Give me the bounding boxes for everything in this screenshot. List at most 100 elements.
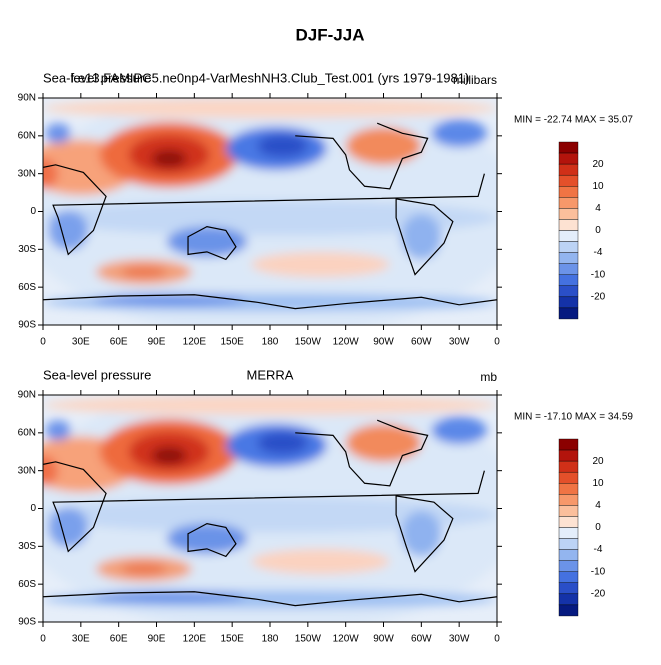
- lat-tick-label: 30S: [18, 244, 36, 255]
- lon-tick-label: 120E: [183, 634, 207, 645]
- coastline: [187, 226, 237, 261]
- colorbar-label: 20: [592, 456, 604, 467]
- lon-tick-label: 30W: [449, 634, 470, 645]
- lon-tick-label: 150W: [295, 337, 322, 348]
- field-blob: [43, 497, 497, 533]
- colorbar-box: [558, 593, 579, 606]
- lon-tick-label: 90E: [148, 634, 166, 645]
- lon-tick-label: 60W: [411, 634, 432, 645]
- lon-tick-label: 30W: [449, 337, 470, 348]
- field-blob: [166, 226, 248, 257]
- field-blob: [121, 562, 167, 576]
- colorbar-label: 20: [592, 159, 604, 170]
- field-blob: [401, 214, 442, 260]
- field-blob: [151, 446, 187, 465]
- coastline: [43, 164, 485, 256]
- lon-tick-label: 120W: [333, 337, 360, 348]
- field-blob: [43, 200, 497, 236]
- coastline: [295, 419, 429, 487]
- field-blob: [345, 127, 422, 165]
- field-blob: [151, 149, 187, 168]
- colorbar-box: [558, 483, 579, 495]
- left-label: Sea-level pressure: [43, 70, 151, 85]
- colorbar-label: 10: [592, 478, 604, 489]
- colorbar-label: 0: [595, 522, 601, 533]
- colorbar-box: [558, 449, 579, 462]
- field-blob: [45, 420, 71, 441]
- lon-tick-label: 90W: [373, 337, 394, 348]
- center-label: MERRA: [247, 367, 294, 382]
- lon-tick-label: 150E: [220, 634, 244, 645]
- figure-title: DJF-JJA: [296, 25, 365, 44]
- lon-tick-label: 0: [40, 337, 46, 348]
- colorbar-box: [558, 307, 579, 320]
- lat-tick-label: 90S: [18, 617, 36, 628]
- colorbar-box: [558, 141, 579, 154]
- field-blob: [48, 507, 89, 548]
- lon-tick-label: 150W: [295, 634, 322, 645]
- coastline: [395, 495, 454, 573]
- colorbar-label: -20: [591, 291, 606, 302]
- map-panel: Sea-level pressuref.e13.FAMIPC5.ne0np4-V…: [18, 70, 634, 347]
- lon-tick-label: 120W: [333, 634, 360, 645]
- lat-tick-label: 0: [30, 503, 36, 514]
- colorbar-box: [558, 241, 579, 253]
- map-panel: Sea-level pressure MERRA mb 90N 60N 30N 0 30S 60…: [18, 367, 634, 644]
- field-blob: [43, 395, 497, 416]
- lat-tick-label: 90N: [18, 390, 36, 401]
- colorbar-box: [558, 527, 579, 539]
- colorbar-box: [558, 219, 579, 231]
- lon-tick-label: 0: [494, 634, 500, 645]
- lat-tick-label: 30N: [18, 168, 36, 179]
- colorbar-box: [558, 582, 579, 595]
- coastline: [295, 122, 429, 190]
- lon-tick-label: 180: [262, 634, 279, 645]
- field-blobs: [43, 395, 497, 622]
- lat-tick-label: 0: [30, 206, 36, 217]
- colorbar-box: [558, 538, 579, 550]
- lon-tick-label: 60E: [110, 337, 128, 348]
- field-blob: [251, 251, 390, 278]
- right-label: mb: [480, 370, 497, 384]
- field-blob: [431, 416, 487, 445]
- colorbar-label: -4: [594, 544, 603, 555]
- colorbar-box: [558, 186, 579, 198]
- colorbar-box: [558, 296, 579, 309]
- colorbar-box: [558, 471, 579, 484]
- lat-tick-label: 90S: [18, 320, 36, 331]
- field-blob: [121, 265, 167, 279]
- colorbar-box: [558, 571, 579, 583]
- field-blob: [48, 210, 89, 251]
- colorbar-box: [558, 494, 579, 506]
- colorbar-box: [558, 263, 579, 275]
- lat-tick-label: 60S: [18, 282, 36, 293]
- colorbar-label: 10: [592, 181, 604, 192]
- colorbar-box: [558, 560, 579, 572]
- lon-tick-label: 0: [494, 337, 500, 348]
- min-max: MIN = -17.10 MAX = 34.59: [514, 412, 633, 423]
- field-blob: [43, 98, 497, 119]
- lon-tick-label: 90W: [373, 634, 394, 645]
- colorbar-box: [558, 252, 579, 264]
- min-max: MIN = -22.74 MAX = 35.07: [514, 115, 633, 126]
- lon-tick-label: 120E: [183, 337, 207, 348]
- lat-tick-label: 60S: [18, 579, 36, 590]
- lon-tick-label: 60E: [110, 634, 128, 645]
- field-blob: [45, 123, 71, 144]
- field-blob: [166, 523, 248, 554]
- colorbar-box: [558, 274, 579, 286]
- colorbar-label: -20: [591, 588, 606, 599]
- lat-tick-label: 60N: [18, 130, 36, 141]
- lon-tick-label: 0: [40, 634, 46, 645]
- coastline: [43, 461, 485, 553]
- field-blobs: [43, 98, 497, 325]
- field-blob: [401, 511, 442, 557]
- lat-tick-label: 30S: [18, 541, 36, 552]
- pressure-field: [43, 98, 497, 325]
- coastline: [187, 523, 237, 558]
- colorbar-box: [558, 285, 579, 298]
- colorbar-box: [558, 163, 579, 176]
- lon-tick-label: 180: [262, 337, 279, 348]
- colorbar-label: 0: [595, 225, 601, 236]
